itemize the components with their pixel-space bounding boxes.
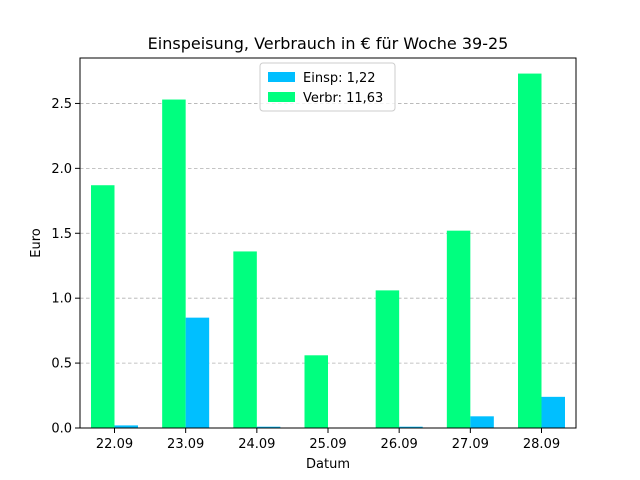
x-tick-label: 27.09 xyxy=(452,437,489,452)
legend: Einsp: 1,22 Verbr: 11,63 xyxy=(259,62,396,112)
bars xyxy=(91,73,565,429)
x-tick-label: 28.09 xyxy=(523,437,560,452)
y-tick-label: 2.5 xyxy=(51,97,72,112)
bar-verbrauch xyxy=(162,99,186,429)
x-tick-label: 26.09 xyxy=(381,437,418,452)
x-axis-ticks: 22.09 23.09 24.09 25.09 26.09 27.09 28.09 xyxy=(96,428,560,452)
bar-verbrauch xyxy=(518,73,542,428)
bar-verbrauch xyxy=(446,230,471,428)
bar-einspeisung xyxy=(470,416,494,428)
y-axis-ticks: 0.0 0.5 1.0 1.5 2.0 2.5 xyxy=(51,97,80,437)
x-tick-label: 25.09 xyxy=(309,437,346,452)
bar-einspeisung xyxy=(256,426,281,428)
legend-swatch xyxy=(268,72,295,82)
chart-title: Einspeisung, Verbrauch in € für Woche 39… xyxy=(148,34,509,53)
bar-verbrauch xyxy=(233,251,257,428)
bar-verbrauch xyxy=(91,185,115,428)
y-tick-label: 1.5 xyxy=(51,227,72,242)
y-axis-label: Euro xyxy=(29,228,44,258)
gridlines xyxy=(80,103,576,364)
legend-swatch xyxy=(268,92,295,102)
bar-einspeisung xyxy=(541,396,565,428)
bar-verbrauch xyxy=(304,355,328,428)
y-tick-label: 1.0 xyxy=(51,292,72,307)
y-tick-label: 2.0 xyxy=(51,162,72,177)
legend-label: Verbr: 11,63 xyxy=(303,91,383,106)
y-tick-label: 0.0 xyxy=(51,422,72,437)
x-tick-label: 22.09 xyxy=(96,437,133,452)
legend-label: Einsp: 1,22 xyxy=(303,71,376,86)
x-tick-label: 24.09 xyxy=(238,437,275,452)
x-tick-label: 23.09 xyxy=(167,437,204,452)
bar-verbrauch xyxy=(375,290,400,428)
bar-einspeisung xyxy=(114,425,138,428)
y-tick-label: 0.5 xyxy=(51,357,72,372)
bar-einspeisung xyxy=(185,317,210,428)
bar-einspeisung xyxy=(399,426,423,428)
x-axis-label: Datum xyxy=(306,457,350,472)
